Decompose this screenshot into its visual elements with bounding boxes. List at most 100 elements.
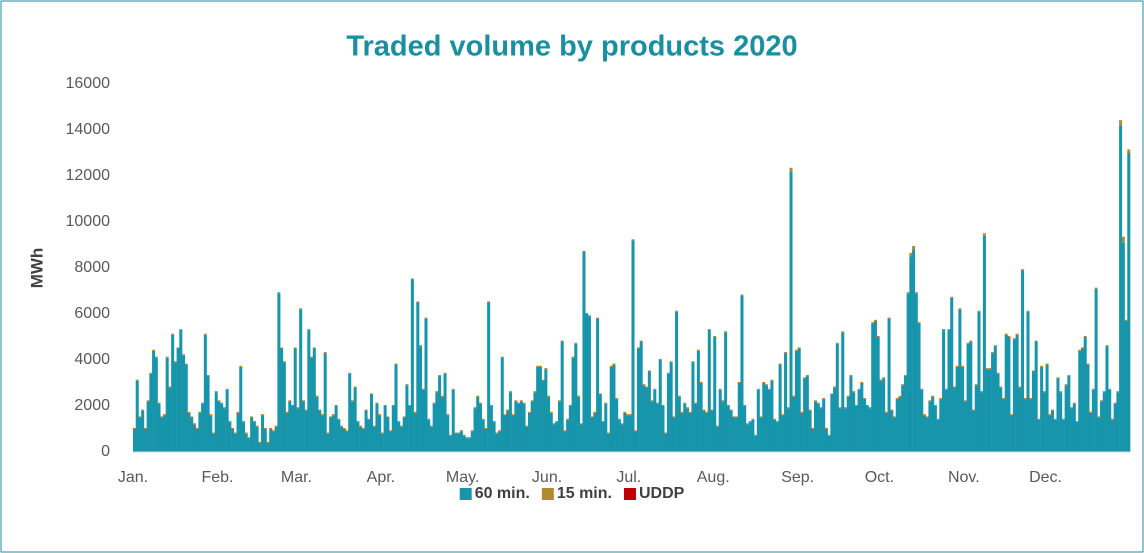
bar-segment xyxy=(754,434,758,436)
bar-segment xyxy=(152,349,156,351)
x-tick-label: Sep. xyxy=(781,469,814,486)
bar-segment xyxy=(410,278,414,280)
bar-segment xyxy=(1127,149,1131,153)
bar-segment xyxy=(269,429,273,452)
bar-segment xyxy=(920,389,924,452)
bar-segment xyxy=(993,345,997,347)
bar-segment xyxy=(732,416,736,418)
bar-segment xyxy=(705,411,709,413)
bar-segment xyxy=(816,403,820,452)
bar-segment xyxy=(326,433,330,452)
legend-swatch xyxy=(623,488,636,500)
bar-segment xyxy=(222,407,226,409)
bar-segment xyxy=(568,405,572,406)
bar-segment xyxy=(179,330,183,452)
bar-segment xyxy=(931,396,935,452)
bar-segment xyxy=(669,361,673,363)
bar-segment xyxy=(577,396,581,452)
bar-segment xyxy=(729,409,733,411)
bar-segment xyxy=(873,319,877,321)
bar-segment xyxy=(1127,153,1131,452)
bar-segment xyxy=(498,430,502,432)
bar-segment xyxy=(312,347,316,349)
bar-segment xyxy=(819,407,823,409)
bar-segment xyxy=(579,423,583,425)
bar-segment xyxy=(1067,375,1071,377)
bar-segment xyxy=(544,368,548,370)
bar-segment xyxy=(182,355,186,452)
bar-segment xyxy=(833,386,837,388)
y-tick-label: 6000 xyxy=(74,305,110,322)
bar-segment xyxy=(432,403,436,452)
bar-segment xyxy=(699,383,703,452)
bar-segment xyxy=(1091,389,1095,452)
bar-segment xyxy=(481,418,485,420)
bar-segment xyxy=(895,398,899,400)
bar-segment xyxy=(794,349,798,351)
bar-segment xyxy=(748,421,752,423)
bar-segment xyxy=(639,340,643,342)
bar-segment xyxy=(922,415,926,452)
bar-segment xyxy=(944,388,948,390)
bar-segment xyxy=(792,396,796,452)
bar-segment xyxy=(631,240,635,452)
bar-segment xyxy=(952,387,956,452)
bar-segment xyxy=(506,409,510,411)
bar-segment xyxy=(451,389,455,452)
bar-segment xyxy=(1105,346,1109,452)
bar-segment xyxy=(160,416,164,418)
x-tick-label: Jan. xyxy=(118,469,148,486)
bar-segment xyxy=(304,410,308,452)
bar-segment xyxy=(361,428,365,429)
bar-segment xyxy=(359,426,363,452)
bar-segment xyxy=(555,422,559,452)
bar-segment xyxy=(274,426,278,452)
bar-segment xyxy=(517,403,521,452)
bar-segment xyxy=(903,376,907,452)
bar-segment xyxy=(909,256,913,452)
bar-segment xyxy=(677,396,681,452)
bar-segment xyxy=(661,405,665,406)
bar-segment xyxy=(631,239,635,241)
bar-segment xyxy=(890,410,894,452)
bar-segment xyxy=(468,438,472,452)
bar-segment xyxy=(568,406,572,452)
bar-segment xyxy=(617,419,621,452)
bar-segment xyxy=(171,333,175,335)
bar-segment xyxy=(424,317,428,319)
bar-segment xyxy=(985,369,989,452)
bar-segment xyxy=(835,342,839,344)
bar-segment xyxy=(677,395,681,397)
bar-segment xyxy=(192,423,196,425)
bar-segment xyxy=(808,410,812,452)
x-tick-label: Jul. xyxy=(616,469,641,486)
bar-segment xyxy=(228,422,232,452)
bar-segment xyxy=(879,379,883,381)
bar-segment xyxy=(683,403,687,452)
bar-segment xyxy=(735,417,739,452)
bar-segment xyxy=(563,431,567,452)
bar-segment xyxy=(391,406,395,452)
bar-segment xyxy=(639,341,643,452)
bar-segment xyxy=(536,366,540,452)
bar-segment xyxy=(944,389,948,452)
bar-segment xyxy=(582,250,586,252)
bar-segment xyxy=(503,415,507,452)
bar-segment xyxy=(563,430,567,432)
bar-segment xyxy=(211,432,216,434)
bar-segment xyxy=(939,399,943,452)
bar-segment xyxy=(334,406,338,452)
bar-segment xyxy=(895,399,899,452)
bar-segment xyxy=(797,348,801,452)
bar-segment xyxy=(487,301,491,303)
bar-segment xyxy=(773,418,777,420)
bar-segment xyxy=(958,309,962,452)
bar-segment xyxy=(604,402,608,404)
bar-segment xyxy=(620,424,624,452)
bar-segment xyxy=(519,401,523,452)
bar-segment xyxy=(438,375,442,377)
bar-segment xyxy=(266,441,270,443)
bar-segment xyxy=(822,399,826,452)
bar-segment xyxy=(666,372,670,374)
bar-segment xyxy=(547,395,551,397)
